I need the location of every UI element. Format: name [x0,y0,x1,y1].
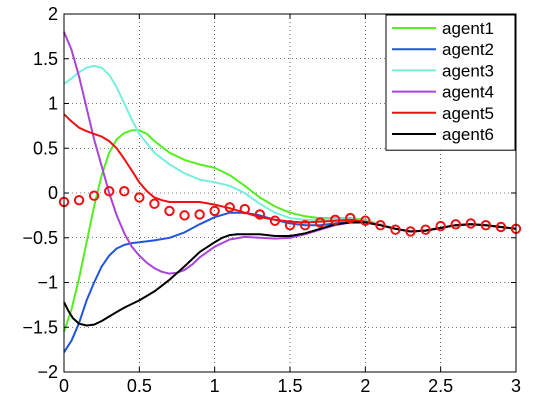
marker-point [104,186,115,197]
marker-point [450,219,461,230]
marker-point [73,194,85,206]
marker-point [465,218,476,229]
legend-label: agent6 [442,125,494,144]
marker-point [390,224,401,235]
y-tick-label: 0.5 [33,138,58,158]
y-tick-label: −0.5 [22,228,58,248]
legend-label: agent3 [442,61,494,80]
series-line-agent6 [63,221,517,327]
marker-point [299,220,311,231]
y-tick-label: 1 [48,94,58,114]
marker-point [284,220,296,231]
legend-label: agent4 [442,83,494,102]
marker-point [134,192,145,203]
marker-point [179,210,190,221]
x-tick-label: 1 [210,376,220,396]
marker-point [254,209,266,220]
legend-label: agent2 [442,40,494,59]
x-tick-label: 0 [59,376,69,396]
marker-point [420,224,431,235]
tick-layer: 0 0.5 1 1.5 2 2.5 3 2 1.5 1 0.5 0 −0.5 −1 −1.5 −2 [22,4,521,396]
legend-label: agent5 [442,104,494,123]
y-tick-label: −1 [37,273,58,293]
legend-label: agent1 [442,19,494,38]
x-tick-label: 2.5 [428,376,453,396]
marker-point [495,221,507,233]
y-tick-label: 0 [48,183,58,203]
series-layer [58,31,522,353]
marker-point [119,186,130,197]
marker-point [480,220,492,231]
y-tick-label: −1.5 [22,317,58,337]
marker-point [269,215,281,226]
marker-point [209,205,220,217]
marker-point [149,198,160,209]
y-tick-label: 1.5 [33,49,58,69]
marker-point [345,212,356,224]
marker-point [88,190,100,201]
x-tick-label: 1.5 [277,376,302,396]
marker-point [239,203,251,215]
marker-point [314,217,326,228]
marker-point [375,220,386,231]
marker-point [330,214,341,226]
y-tick-label: 2 [48,4,58,24]
marker-point [360,215,371,226]
marker-point [194,209,205,220]
marker-point [224,202,235,213]
legend: agent1 agent2 agent3 agent4 agent5 agent6 [385,14,516,151]
x-tick-label: 3 [511,376,521,396]
marker-point [164,205,175,217]
legend-box [385,14,516,151]
marker-point [405,226,416,237]
x-tick-label: 2 [360,376,370,396]
y-tick-label: −2 [37,362,58,382]
x-tick-label: 0.5 [127,376,152,396]
marker-point [435,220,446,232]
